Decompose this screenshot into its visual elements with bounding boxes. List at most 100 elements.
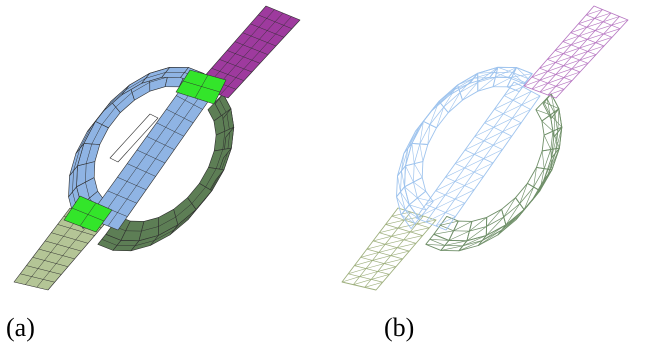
- b-ring-upper-wall-mesh-diagonal: [396, 196, 406, 210]
- b-ring-lower-face-mesh-diagonal: [453, 221, 473, 232]
- b-right-strip-mesh-diagonal: [547, 53, 564, 60]
- a-right-strip-mesh-line: [234, 41, 269, 55]
- b-ring-lower-wall-mesh-diagonal: [482, 224, 507, 241]
- a-right-strip-mesh-line: [203, 9, 275, 90]
- b-left-strip-mesh-diagonal: [353, 279, 372, 286]
- b-right-strip-mesh-diagonal: [579, 42, 596, 49]
- b-ring-upper-wall-mesh-diagonal: [400, 191, 410, 205]
- b-ring-lower-face-mesh-diagonal: [543, 134, 552, 150]
- a-ring-lower-half: [97, 93, 235, 252]
- b-right-strip-mesh-diagonal: [563, 59, 580, 66]
- a-ring-upper-face-mesh-line: [85, 143, 93, 164]
- b-center-bar: [415, 81, 541, 231]
- a-left-strip-mesh-line: [26, 265, 62, 275]
- b-ring-upper-wall-mesh-diagonal: [411, 126, 420, 144]
- a-ring-lower-face-mesh-line: [222, 131, 226, 150]
- a-ring-lower-wall-mesh-line: [154, 229, 175, 241]
- a-left-strip-mesh-line: [57, 224, 95, 236]
- b-ring-lower-face-mesh-diagonal: [523, 186, 534, 210]
- b-ring-upper-face-mesh-diagonal: [411, 143, 415, 164]
- b-ring-upper-wall-mesh-line: [400, 170, 402, 192]
- b-ring-lower-face-mesh-diagonal: [466, 226, 487, 242]
- a-right-strip-mesh-line: [242, 32, 277, 47]
- a-interface-upper-mesh-line: [182, 80, 221, 93]
- caption-a: (a): [6, 313, 35, 342]
- b-right-strip-mesh-diagonal: [603, 28, 621, 35]
- a-ring-lower-wall-mesh-line: [173, 214, 193, 231]
- b-ring-lower-face-mesh-diagonal: [440, 220, 459, 226]
- b-bar-mesh-diagonal: [454, 171, 475, 182]
- b-right-strip-mesh-diagonal: [547, 77, 565, 84]
- a-bar-mesh-line: [166, 108, 194, 124]
- b-left-strip-mesh-line: [385, 224, 423, 236]
- a-bar-mesh-line: [176, 95, 203, 110]
- a-left-strip-mesh-line: [32, 257, 69, 267]
- b-bar-mesh-line: [494, 108, 522, 124]
- b-left-strip-mesh-diagonal: [384, 258, 403, 264]
- b-ring-upper-face-mesh-line: [413, 143, 421, 164]
- a-mesh-group: [13, 5, 301, 291]
- b-bar-mesh-diagonal: [493, 135, 512, 146]
- b-ring-lower-wall-mesh-line: [462, 240, 483, 247]
- b-bar-mesh-diagonal: [503, 104, 522, 114]
- b-ring-lower-wall-mesh-diagonal: [429, 238, 449, 241]
- a-ring-upper-face-mesh-line: [85, 163, 87, 183]
- b-right-strip-mesh-diagonal: [555, 56, 572, 63]
- b-ring-upper-face-mesh-diagonal: [413, 181, 426, 192]
- a-bar-slot: [109, 113, 159, 163]
- b-right-strip-mesh-diagonal: [611, 19, 629, 26]
- b-right-strip-mesh-diagonal: [595, 24, 612, 31]
- b-ring-lower-wall-mesh-diagonal: [501, 209, 525, 231]
- b-ring-upper-wall-mesh-diagonal: [397, 175, 401, 192]
- a-interface-lower: [63, 195, 113, 233]
- a-ring-upper-face-mesh-line: [115, 92, 133, 108]
- a-right-strip-mesh-line: [211, 67, 245, 81]
- b-ring-lower-wall-mesh-diagonal: [547, 147, 560, 175]
- b-ring-upper-wall: [508, 67, 533, 85]
- b-bar-mesh-line: [464, 149, 494, 164]
- b-right-strip-mesh-diagonal: [539, 86, 557, 93]
- b-ring-lower-face-mesh-diagonal: [433, 230, 454, 235]
- b-right-strip-mesh-diagonal: [571, 39, 588, 46]
- b-ring-upper-face-mesh-diagonal: [417, 197, 434, 202]
- b-ring-lower-face: [433, 215, 459, 241]
- a-bar-mesh-line: [107, 190, 137, 204]
- b-ring-upper-half: [396, 66, 533, 230]
- caption-b: (b): [384, 313, 415, 342]
- b-ring-upper-wall-mesh-diagonal: [419, 111, 432, 127]
- b-left-strip-mesh-line: [373, 240, 410, 252]
- b-right-strip-mesh-diagonal: [547, 89, 565, 96]
- b-bar-mesh-diagonal: [425, 212, 446, 223]
- b-ring-lower-face-mesh-line: [543, 101, 551, 116]
- b-bar-mesh-diagonal: [502, 122, 522, 132]
- b-ring-lower-wall-mesh-line: [482, 229, 503, 241]
- b-left-strip-mesh-line: [360, 256, 397, 268]
- b-left-strip-mesh-diagonal: [373, 235, 392, 242]
- b-right-strip-mesh-diagonal: [563, 47, 580, 54]
- b-ring-lower-wall-mesh-diagonal: [551, 132, 559, 159]
- b-right-strip-mesh-diagonal: [523, 79, 540, 87]
- b-ring-upper-face-mesh-line: [477, 76, 496, 83]
- b-ring-lower-face-mesh-diagonal: [543, 101, 560, 109]
- b-bar-mesh-diagonal: [435, 198, 456, 209]
- b-ring-upper-wall-mesh-diagonal: [457, 78, 474, 86]
- a-left-strip-mesh-line: [45, 240, 82, 252]
- a-right-strip-mesh-line: [219, 59, 253, 73]
- b-left-strip-mesh-diagonal: [366, 243, 386, 250]
- b-right-strip-mesh-line: [539, 12, 612, 93]
- b-right-strip-mesh-diagonal: [539, 62, 556, 69]
- b-bar-mesh-diagonal: [512, 91, 532, 101]
- b-bar-mesh-diagonal: [483, 131, 503, 142]
- b-left-strip-mesh-diagonal: [360, 252, 379, 258]
- b-ring-lower-wall-mesh-diagonal: [462, 235, 487, 247]
- b-left-strip-mesh-diagonal: [391, 231, 411, 237]
- b-ring-lower-wall-mesh-diagonal: [497, 214, 521, 236]
- b-mesh-group: [341, 5, 629, 291]
- a-ring-lower-face-mesh-line: [158, 216, 176, 227]
- a-ring-upper-wall-mesh-line: [125, 78, 146, 91]
- b-ring-upper-face-mesh-diagonal: [409, 204, 427, 211]
- b-bar-mesh-diagonal: [454, 189, 475, 200]
- b-ring-upper-wall-mesh-diagonal: [407, 131, 416, 149]
- b-ring-lower-wall-mesh-diagonal: [535, 169, 553, 196]
- a-left-strip-mesh-line: [25, 211, 83, 285]
